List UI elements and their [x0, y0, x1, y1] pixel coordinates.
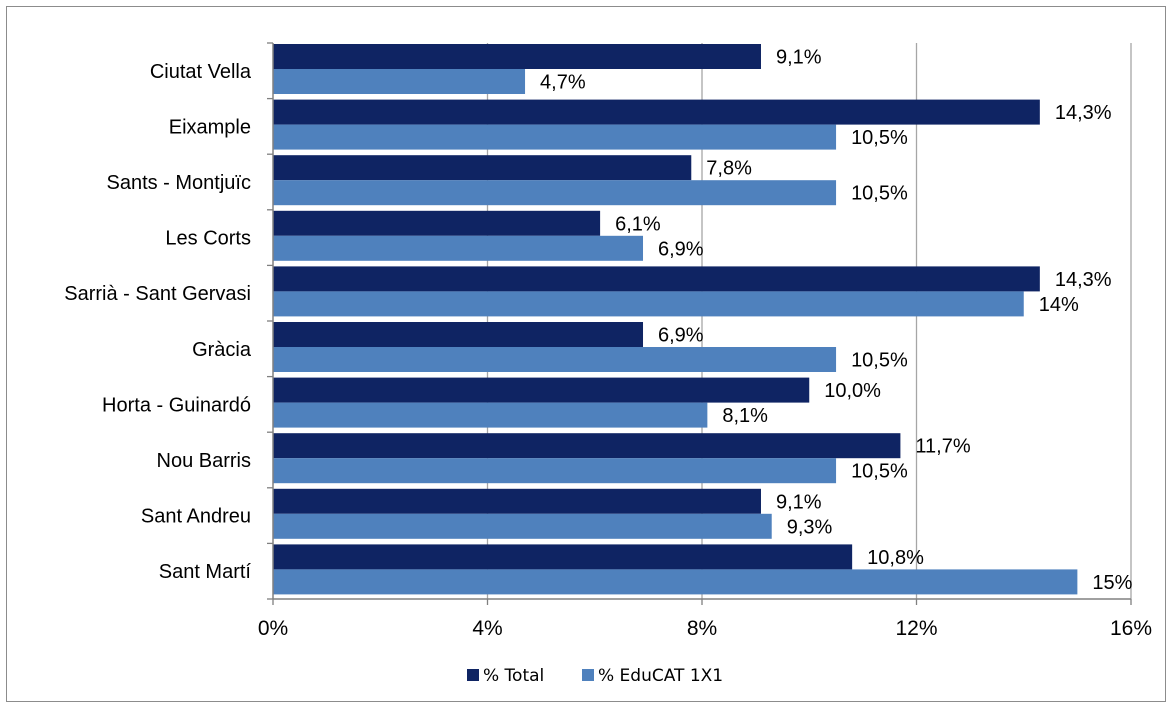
data-label: 6,9%	[658, 238, 704, 260]
bar	[273, 402, 708, 428]
category-label: Gràcia	[192, 339, 252, 361]
category-label: Sant Martí	[159, 561, 252, 583]
bar	[273, 180, 837, 206]
data-label: 10,5%	[851, 183, 908, 205]
data-label: 10,0%	[824, 380, 881, 402]
category-label: Eixample	[169, 116, 251, 138]
legend-swatch	[582, 669, 594, 681]
bar	[273, 124, 837, 150]
bar	[273, 544, 853, 570]
bar	[273, 322, 644, 347]
data-label: 10,5%	[851, 461, 908, 483]
bar	[273, 433, 901, 459]
bar	[273, 347, 837, 372]
data-label: 15%	[1092, 572, 1132, 594]
data-label: 9,1%	[776, 47, 822, 69]
category-label: Sarrià - Sant Gervasi	[64, 283, 251, 305]
bar	[273, 513, 772, 539]
category-label: Ciutat Vella	[150, 61, 252, 83]
bar	[273, 458, 837, 484]
data-label: 10,5%	[851, 127, 908, 149]
bar	[273, 377, 810, 403]
data-label: 10,5%	[851, 350, 908, 372]
bars	[273, 44, 1078, 595]
data-label: 14%	[1039, 294, 1079, 316]
legend-label: % EduCAT 1X1	[598, 666, 723, 686]
data-label: 6,9%	[658, 325, 704, 347]
axes	[267, 42, 1132, 605]
data-label: 9,1%	[776, 491, 822, 513]
category-label: Les Corts	[165, 228, 251, 250]
legend-label: % Total	[483, 666, 544, 686]
x-tick-label: 4%	[472, 617, 502, 640]
category-label: Sants - Montjuïc	[106, 172, 251, 194]
x-tick-label: 12%	[895, 617, 937, 640]
bar	[273, 210, 601, 236]
legend: % Total % EduCAT 1X1	[467, 666, 723, 686]
data-label: 4,7%	[540, 72, 586, 94]
category-label: Sant Andreu	[141, 506, 251, 528]
bar	[273, 69, 526, 94]
x-tick-label: 8%	[687, 617, 717, 640]
bar	[273, 291, 1024, 317]
category-label: Horta - Guinardó	[102, 394, 251, 416]
bar	[273, 155, 692, 181]
data-label: 9,3%	[787, 516, 833, 538]
data-label: 14,3%	[1055, 102, 1112, 124]
bar	[273, 44, 761, 69]
data-label: 11,7%	[915, 436, 970, 458]
data-label: 10,8%	[867, 547, 924, 569]
x-tick-label: 0%	[258, 617, 288, 640]
data-label: 14,3%	[1055, 269, 1112, 291]
data-label: 6,1%	[615, 213, 661, 235]
bar	[273, 569, 1078, 595]
data-label: 8,1%	[722, 405, 768, 427]
x-tick-label: 16%	[1110, 617, 1152, 640]
legend-swatch	[467, 669, 479, 681]
labels: 9,1% 4,7% Ciutat Vella 14,3% 10,5% Eixample 7,…	[64, 47, 1152, 641]
bar	[273, 99, 1040, 125]
bar	[273, 266, 1040, 292]
bar	[273, 488, 761, 514]
bar	[273, 235, 644, 261]
category-label: Nou Barris	[157, 450, 251, 472]
data-label: 7,8%	[706, 158, 752, 180]
